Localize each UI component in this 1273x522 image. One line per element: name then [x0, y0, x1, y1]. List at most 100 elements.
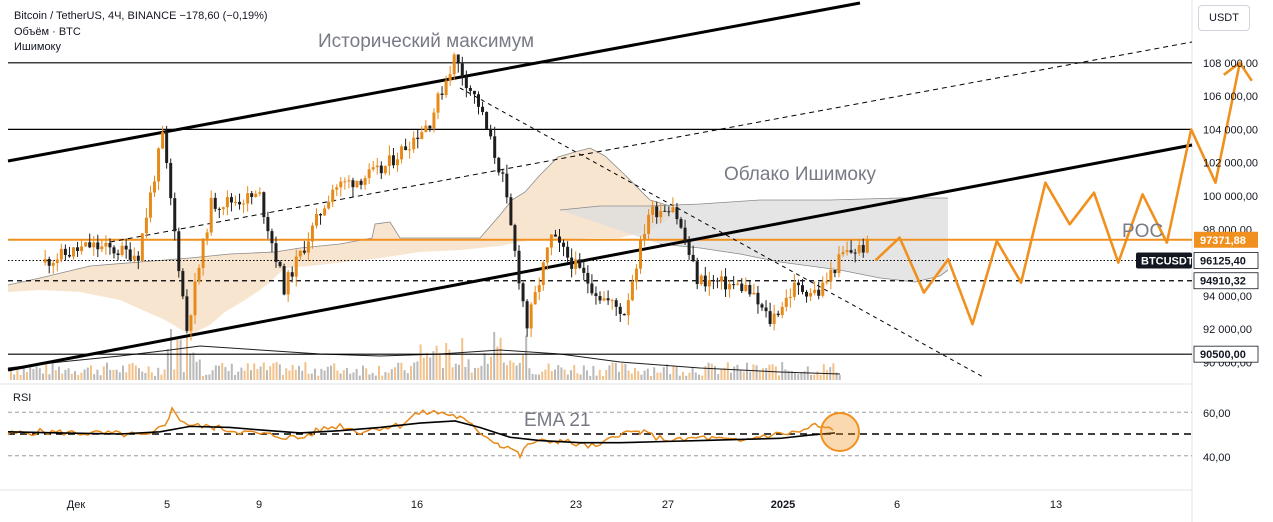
- volume-bar: [579, 374, 582, 380]
- volume-bar: [336, 370, 339, 380]
- candle-body: [80, 246, 84, 252]
- volume-bar: [813, 374, 816, 380]
- price-tag-label: 90500,00: [1200, 349, 1246, 361]
- volume-bar: [624, 363, 627, 380]
- candle-body: [813, 289, 817, 293]
- candle-body: [112, 247, 116, 254]
- volume-bar: [189, 354, 192, 380]
- candle-body: [88, 242, 92, 248]
- volume-bar: [438, 352, 441, 380]
- candle-body: [436, 93, 440, 113]
- candle-body: [278, 261, 282, 267]
- candle-body: [655, 206, 659, 218]
- volume-bar: [640, 374, 643, 380]
- candle-body: [63, 248, 67, 255]
- symbol-title[interactable]: Bitcoin / TetherUS, 4Ч, BINANCE: [14, 10, 177, 22]
- volume-bar: [595, 375, 598, 380]
- volume-bar: [406, 373, 409, 380]
- candle-body: [343, 181, 347, 183]
- candle-body: [327, 201, 331, 209]
- candle-body: [452, 54, 456, 75]
- volume-bar: [262, 362, 265, 380]
- candle-body: [161, 132, 165, 149]
- candle-body: [221, 207, 225, 210]
- candle-body: [614, 300, 618, 307]
- currency-button[interactable]: USDT: [1198, 5, 1250, 31]
- volume-indicator-label[interactable]: Объём · BTC: [14, 26, 81, 38]
- candle-body: [792, 282, 796, 297]
- volume-bar: [99, 375, 102, 380]
- volume-bar: [621, 363, 624, 380]
- volume-bar: [742, 371, 745, 380]
- candle-body: [201, 238, 205, 268]
- candle-body: [302, 250, 306, 253]
- candle-body: [400, 146, 404, 160]
- volume-bar: [653, 367, 656, 380]
- volume-bar: [787, 370, 790, 380]
- candle-body: [432, 112, 436, 129]
- volume-bar: [755, 365, 758, 380]
- candle-body: [440, 93, 444, 95]
- candle-body: [594, 293, 598, 297]
- candle-body: [671, 207, 675, 213]
- volume-bar: [32, 369, 35, 380]
- candle-body: [229, 197, 233, 203]
- volume-bar: [451, 367, 454, 380]
- volume-bar: [832, 363, 835, 380]
- volume-bar: [352, 372, 355, 380]
- candle-body: [246, 193, 250, 204]
- candle-body: [323, 208, 327, 216]
- volume-bar: [390, 369, 393, 380]
- candle-body: [497, 157, 501, 173]
- candle-body: [72, 247, 75, 257]
- midline-dashed: [109, 41, 1193, 243]
- candle-body: [590, 283, 594, 294]
- volume-bar: [544, 369, 547, 380]
- volume-bar: [528, 368, 531, 380]
- volume-bar: [250, 370, 252, 380]
- candle-body: [181, 271, 185, 297]
- candle-body: [144, 217, 148, 234]
- candle-body: [659, 210, 663, 218]
- time-tick-label: 16: [411, 499, 423, 511]
- volume-bar: [797, 373, 800, 380]
- volume-bar: [560, 367, 563, 380]
- volume-bar: [192, 352, 195, 380]
- volume-bar: [237, 371, 240, 380]
- volume-bar: [534, 374, 537, 380]
- time-tick-label: 23: [570, 499, 582, 511]
- candle-body: [266, 217, 270, 232]
- candle-body: [801, 285, 804, 292]
- volume-bar: [115, 369, 118, 380]
- volume-bar: [144, 373, 147, 380]
- volume-bar: [26, 372, 28, 380]
- volume-bar: [80, 372, 83, 380]
- volume-bar: [566, 374, 569, 380]
- volume-bar: [678, 375, 681, 380]
- ichimoku-indicator-label[interactable]: Ишимоку: [14, 41, 61, 53]
- price-candles: [43, 52, 869, 341]
- volume-bar: [269, 366, 272, 380]
- candle-body: [339, 181, 343, 188]
- volume-bar: [397, 362, 400, 380]
- price-tag-label: 96125,40: [1200, 256, 1246, 268]
- candle-body: [837, 254, 841, 274]
- volume-bar: [134, 365, 137, 380]
- rsi-highlight-circle: [820, 412, 860, 452]
- volume-bar: [550, 371, 553, 380]
- candle-body: [153, 181, 156, 193]
- candle-body: [549, 234, 553, 248]
- candle-body: [108, 242, 112, 248]
- candle-body: [687, 241, 691, 255]
- candle-body: [363, 178, 367, 185]
- volume-bar: [51, 362, 54, 380]
- volume-bar: [214, 365, 217, 380]
- candle-body: [509, 197, 513, 226]
- candle-body: [776, 313, 780, 316]
- volume-bar: [822, 364, 825, 380]
- candle-body: [663, 210, 667, 212]
- volume-bar: [733, 366, 736, 380]
- volume-bar: [838, 375, 841, 380]
- candle-body: [193, 281, 197, 316]
- volume-bar: [400, 362, 403, 380]
